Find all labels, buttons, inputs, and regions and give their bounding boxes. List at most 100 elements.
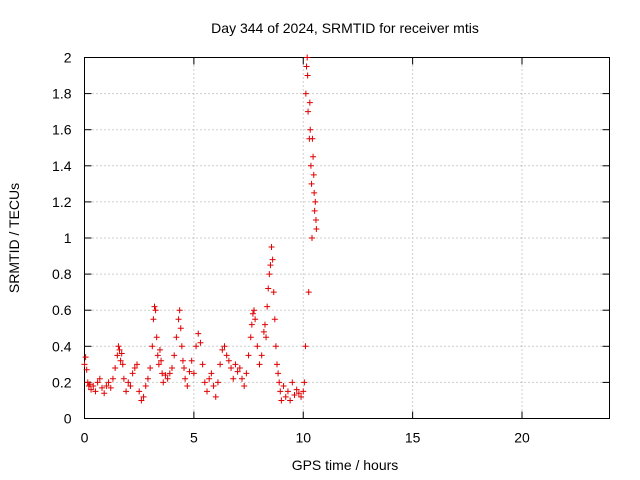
data-point [112,364,119,371]
data-point [256,361,263,368]
data-point [298,393,305,400]
x-tick-label: 15 [405,430,421,446]
data-point [153,334,160,341]
data-point [289,379,296,386]
data-point [199,361,206,368]
data-point [138,397,145,404]
data-point [99,384,105,391]
data-point [278,397,285,404]
data-point [123,388,130,395]
data-point [178,343,185,350]
data-point [312,216,319,223]
x-tick-labels: 0 5 10 15 20 [81,430,530,446]
data-point [164,375,171,382]
data-point [94,379,101,386]
data-point [142,383,149,390]
y-tick-label: 0.8 [52,266,72,282]
data-point [245,352,252,359]
data-point [310,171,317,178]
y-tick-label: 1.2 [52,194,72,210]
y-tick-label: 1.8 [52,86,72,102]
data-point [258,352,265,359]
data-point [239,375,245,382]
data-point [300,388,307,395]
data-point [310,153,317,160]
data-point [197,339,204,346]
data-point [136,388,143,395]
grid-lines [84,57,610,419]
data-point [129,370,136,377]
data-point [90,383,97,390]
data-point [282,393,289,400]
data-point [272,343,279,350]
data-point [190,370,197,377]
data-point [274,361,280,368]
data-point [149,343,156,350]
data-point [271,316,278,323]
data-point [86,381,93,388]
data-point [212,393,219,400]
data-point [280,383,287,390]
y-tick-labels: 0 0.2 0.4 0.6 0.8 1 1.2 1.4 1.6 1.8 2 [52,50,72,427]
data-point [151,303,158,310]
x-tick-label: 0 [81,430,89,446]
y-axis-title: SRMTID / TECUs [6,183,22,293]
data-point [101,390,108,397]
data-point [311,189,318,196]
data-point [261,321,268,328]
data-point [221,343,228,350]
data-point [267,262,274,269]
data-point [269,256,276,263]
data-point [173,334,180,341]
data-point [214,379,221,386]
data-point [301,379,308,386]
data-point [169,364,175,371]
data-point [291,392,298,399]
data-point [115,343,122,350]
data-point [152,307,159,314]
data-point [248,321,255,328]
data-point [302,90,309,97]
y-tick-label: 0.4 [52,338,72,354]
data-point [251,307,258,314]
data-point [147,364,154,371]
data-point [117,357,124,364]
data-point [234,368,241,375]
data-point [236,364,243,371]
data-point [144,375,151,382]
data-point [154,352,161,359]
data-point [103,383,110,390]
data-point [254,343,261,350]
data-point [295,390,302,397]
y-tick-label: 1.4 [52,158,72,174]
data-point [162,372,169,379]
data-point [182,375,189,382]
data-point [275,370,282,377]
data-points [81,54,320,404]
data-point [217,361,224,368]
chart-title: Day 344 of 2024, SRMTID for receiver mti… [211,20,479,36]
data-point [116,346,123,353]
data-point [176,307,183,314]
data-point [118,350,125,357]
data-point [260,328,267,335]
data-point [303,63,310,70]
data-point [92,388,99,395]
data-point [166,370,173,377]
data-point [263,334,270,341]
data-point [309,135,316,142]
data-point [223,352,230,359]
data-point [270,289,277,296]
data-point [201,379,208,386]
x-axis-title: GPS time / hours [292,457,399,473]
data-point [184,383,191,390]
data-point [277,388,284,395]
data-point [304,54,311,61]
data-point [105,379,112,386]
data-point [114,352,121,359]
y-tick-label: 2 [64,50,72,66]
y-tick-label: 1 [64,230,72,246]
data-point [241,383,248,390]
